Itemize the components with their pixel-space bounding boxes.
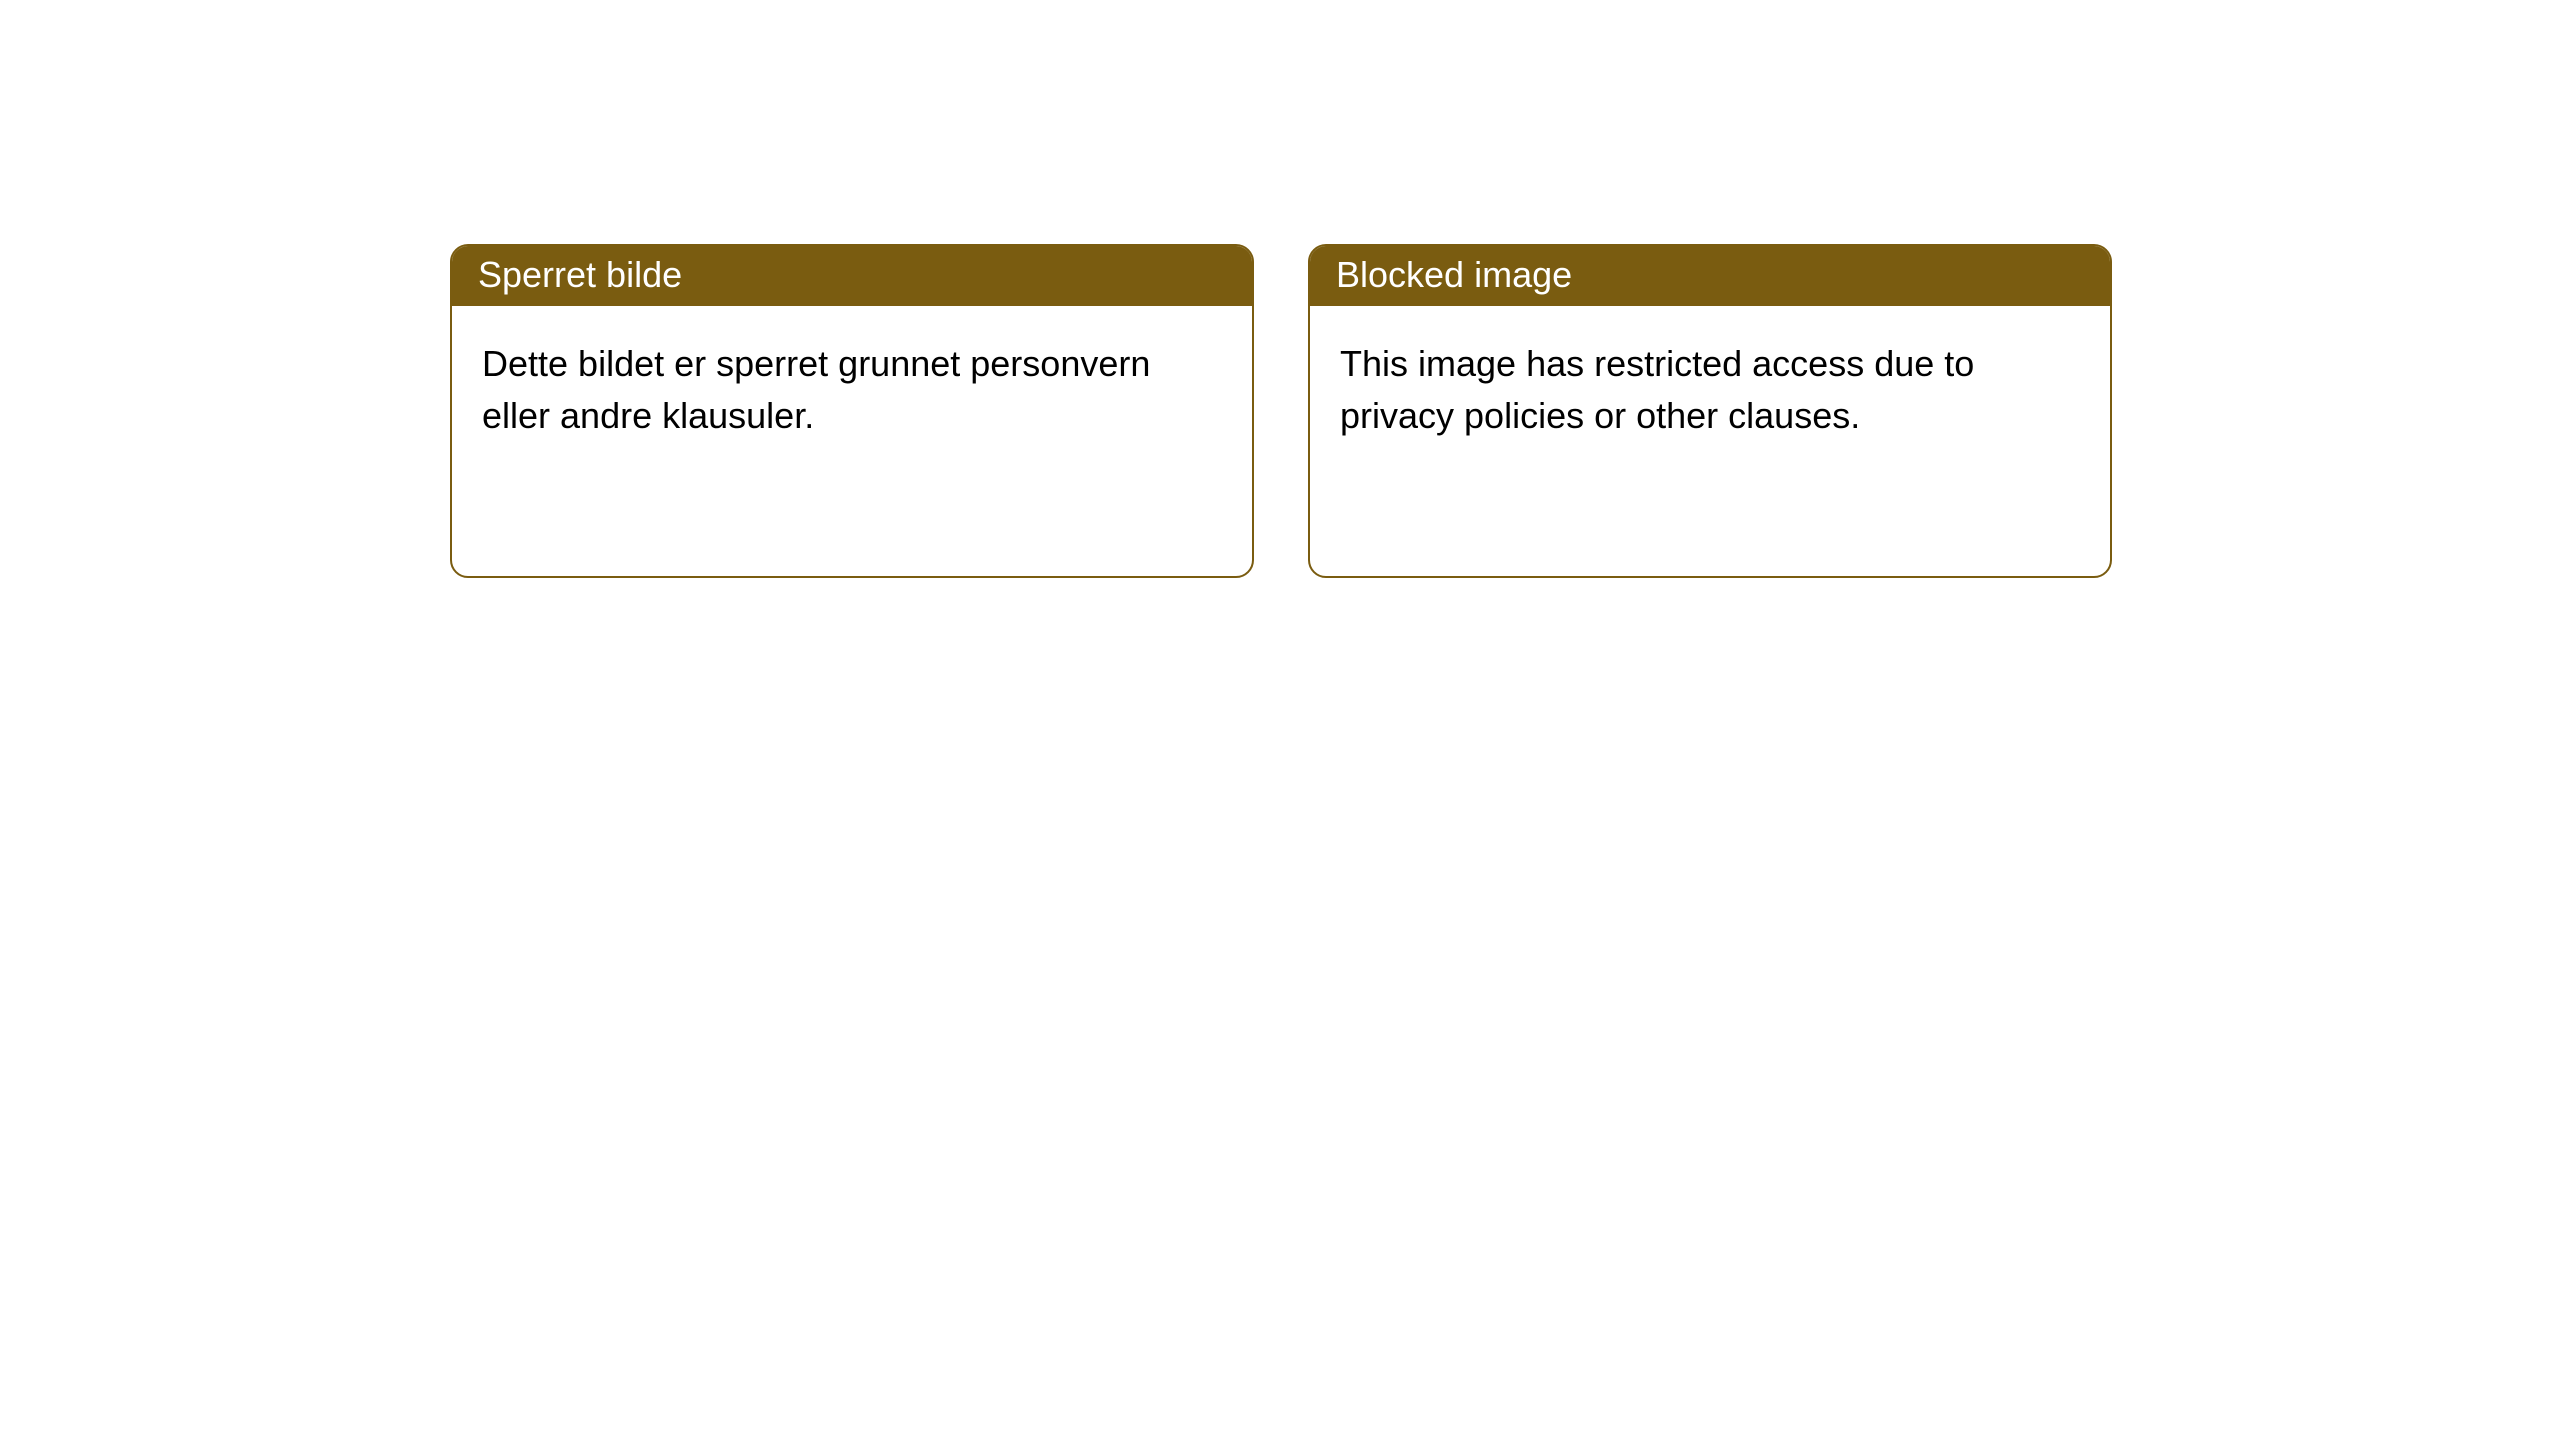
notice-card-norwegian: Sperret bilde Dette bildet er sperret gr…	[450, 244, 1254, 578]
notice-container: Sperret bilde Dette bildet er sperret gr…	[0, 0, 2560, 578]
notice-card-english: Blocked image This image has restricted …	[1308, 244, 2112, 578]
notice-card-title: Blocked image	[1310, 246, 2110, 306]
notice-card-message: Dette bildet er sperret grunnet personve…	[452, 306, 1252, 576]
notice-card-title: Sperret bilde	[452, 246, 1252, 306]
notice-card-message: This image has restricted access due to …	[1310, 306, 2110, 576]
